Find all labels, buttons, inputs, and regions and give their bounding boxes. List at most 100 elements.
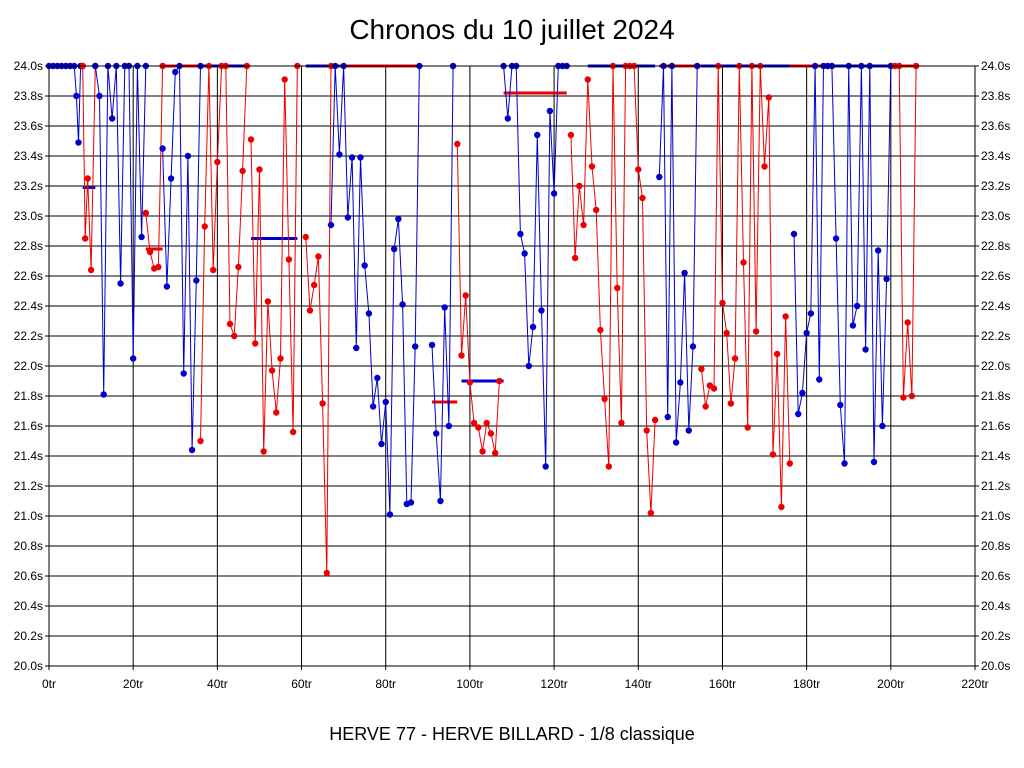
y-tick-label-right: 20.6s [981, 569, 1010, 583]
y-tick-label-left: 22.8s [14, 239, 43, 253]
data-point [681, 269, 688, 277]
plot-frame [48, 65, 976, 667]
y-tick-label-right: 20.0s [981, 659, 1010, 673]
y-tick-label-right: 23.8s [981, 89, 1010, 103]
data-point [323, 569, 330, 577]
data-point [538, 307, 545, 314]
data-point [193, 277, 200, 284]
data-point [799, 389, 806, 397]
data-point [310, 281, 318, 289]
y-tick-label-right: 23.0s [981, 209, 1010, 223]
data-point [231, 332, 238, 340]
data-point [87, 266, 95, 274]
data-point [433, 430, 440, 437]
y-tick-label-right: 21.8s [981, 389, 1010, 403]
data-point [172, 68, 179, 76]
y-tick-label-left: 20.2s [14, 629, 43, 643]
data-point [677, 379, 684, 386]
y-tick-label-right: 22.6s [981, 269, 1010, 283]
x-tick-label: 220tr [961, 677, 988, 691]
data-point [167, 175, 175, 182]
data-point [315, 253, 322, 260]
data-point [534, 131, 541, 139]
data-point [357, 154, 364, 161]
data-point [306, 307, 314, 314]
data-point [744, 424, 751, 431]
chart-title: Chronos du 10 juillet 2024 [349, 14, 675, 45]
data-point [302, 233, 309, 241]
data-point [542, 463, 549, 470]
y-tick-label-right: 21.2s [981, 479, 1010, 493]
data-point [361, 262, 368, 269]
x-tick-label: 180tr [793, 677, 820, 691]
y-tick-label-right: 23.6s [981, 119, 1010, 133]
data-point [786, 460, 793, 467]
data-point [727, 400, 735, 407]
data-point [159, 145, 166, 152]
data-point [73, 92, 80, 100]
series-points-layer [45, 62, 920, 577]
data-point [521, 250, 528, 257]
data-point [571, 254, 579, 262]
data-point [475, 424, 482, 431]
data-point [782, 313, 789, 320]
y-tick-label-left: 20.4s [14, 599, 43, 613]
x-tick-label: 20tr [123, 677, 144, 691]
axis-layer: 20.0s 20.0s 20.2s 20.2s 20.4s 20.4s 20.6s 20.6s… [14, 59, 1011, 691]
data-point [289, 428, 297, 436]
y-tick-label-left: 21.4s [14, 449, 43, 463]
y-tick-label-right: 24.0s [981, 59, 1010, 73]
data-point [546, 107, 554, 115]
y-tick-label-left: 23.4s [14, 149, 43, 163]
y-tick-label-right: 22.2s [981, 329, 1010, 343]
y-tick-label-right: 22.0s [981, 359, 1010, 373]
data-point [411, 343, 419, 350]
data-point [399, 301, 406, 308]
data-point [273, 409, 280, 416]
data-point [441, 304, 448, 311]
y-tick-label-left: 22.6s [14, 269, 43, 283]
data-point [428, 341, 436, 349]
data-point [235, 263, 242, 271]
data-point [386, 511, 394, 518]
y-tick-label-left: 20.0s [14, 659, 43, 673]
data-point [214, 158, 221, 166]
data-point [395, 215, 402, 223]
data-point [129, 355, 137, 362]
data-point [142, 209, 150, 217]
data-point [437, 497, 444, 505]
data-point [778, 503, 785, 511]
data-point [769, 451, 777, 458]
data-point [353, 344, 360, 352]
data-point [601, 395, 608, 403]
data-point [201, 223, 208, 230]
data-point [108, 115, 116, 122]
series-line [162, 64, 201, 451]
series-line [793, 65, 892, 464]
data-point [849, 322, 857, 329]
data-point [614, 284, 621, 292]
data-point [319, 400, 326, 407]
x-tick-label: 40tr [207, 677, 228, 691]
data-point [723, 329, 730, 337]
y-tick-label-right: 22.8s [981, 239, 1010, 253]
series-line [305, 65, 332, 574]
y-tick-label-right: 21.6s [981, 419, 1010, 433]
data-point [378, 440, 385, 448]
y-tick-label-left: 22.4s [14, 299, 43, 313]
data-point [466, 379, 474, 386]
data-point [277, 355, 284, 362]
series-line [330, 65, 420, 515]
data-point [369, 403, 377, 410]
y-tick-label-right: 20.4s [981, 599, 1010, 613]
data-point [491, 449, 499, 457]
y-tick-label-left: 21.6s [14, 419, 43, 433]
data-point [247, 136, 255, 143]
y-tick-label-right: 20.8s [981, 539, 1010, 553]
y-tick-label-left: 20.6s [14, 569, 43, 583]
data-point [740, 259, 747, 266]
data-point [576, 182, 583, 190]
data-point [458, 352, 465, 359]
